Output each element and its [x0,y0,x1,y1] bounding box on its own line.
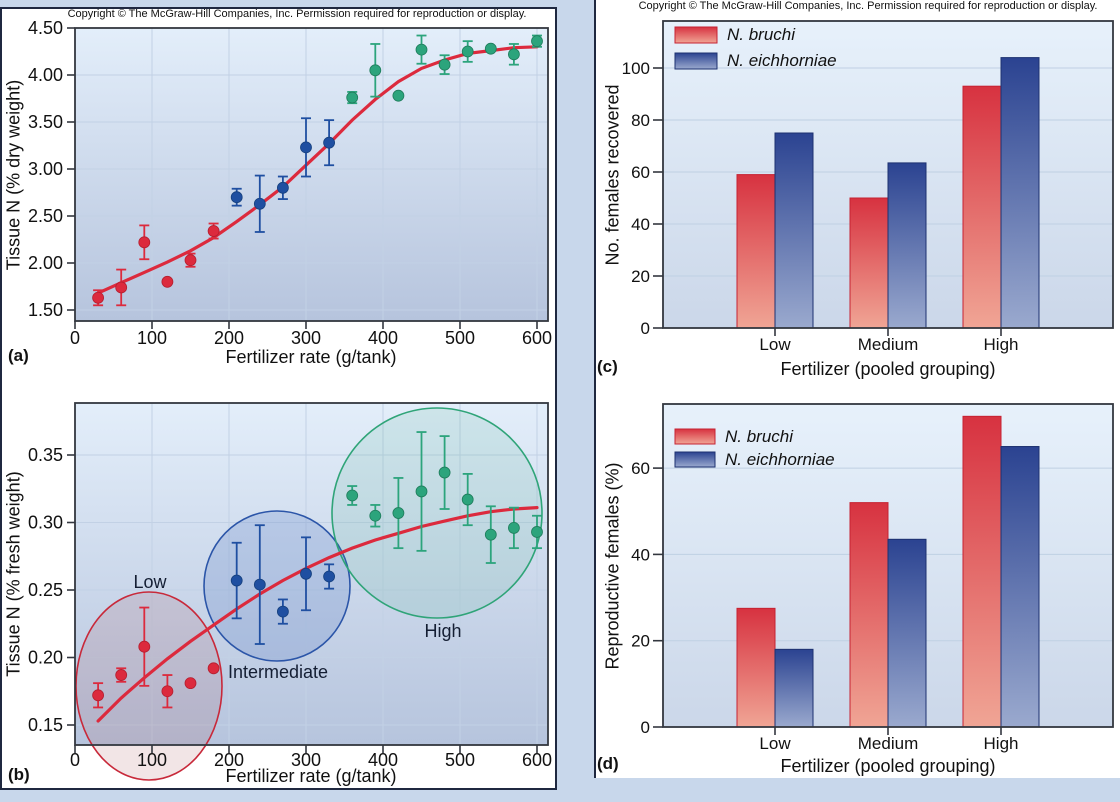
panel-letter-d: (d) [597,754,619,773]
y-axis-title-c: No. females recovered [602,84,623,266]
y-axis-title-a: Tissue N (% dry weight) [3,79,24,271]
x-axis-title-d: Fertilizer (pooled grouping) [780,756,996,776]
x-axis-title-c: Fertilizer (pooled grouping) [780,359,996,379]
copyright-notice-left: Copyright © The McGraw-Hill Companies, I… [67,8,527,20]
y-axis-title-b: Tissue N (% fresh weight) [3,471,24,677]
y-axis-title-d: Reproductive females (%) [602,462,623,670]
copyright-notice-right: Copyright © The McGraw-Hill Companies, I… [638,0,1098,12]
left-figure-panel [0,7,557,790]
right-figure-panel [594,0,1120,778]
panel-letter-a: (a) [8,346,29,365]
panel-letter-b: (b) [8,765,30,784]
x-axis-title-b: Fertilizer rate (g/tank) [225,766,397,786]
x-axis-title-a: Fertilizer rate (g/tank) [225,347,397,367]
panel-letter-c: (c) [597,357,618,376]
